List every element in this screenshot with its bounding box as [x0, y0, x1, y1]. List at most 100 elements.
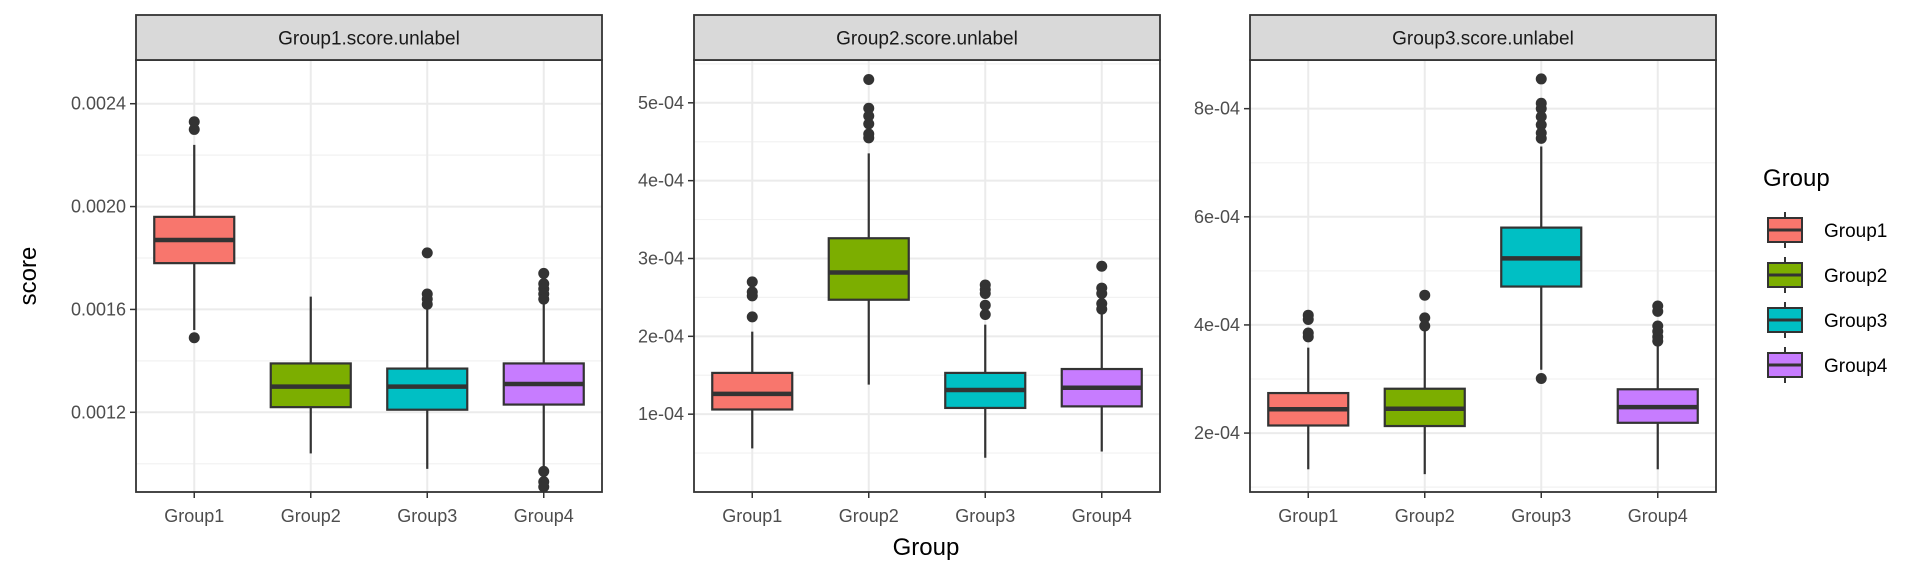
outlier-point	[1302, 331, 1314, 343]
legend-label: Group3	[1824, 311, 1887, 332]
x-tick-label: Group2	[281, 506, 341, 526]
outlier-point	[421, 247, 433, 259]
y-tick-label: 5e-04	[638, 93, 684, 113]
panel-background	[694, 60, 1160, 492]
x-tick-label: Group2	[839, 506, 899, 526]
outlier-point	[1535, 111, 1547, 123]
outlier-point	[1535, 372, 1547, 384]
outlier-point	[1419, 289, 1431, 301]
x-tick-label: Group1	[1278, 506, 1338, 526]
panel-background	[1250, 60, 1716, 492]
facet-panel-2: 1e-04 2e-04 3e-04 4e-04 5e-04 Group1 Group2 Gro…	[638, 14, 1161, 526]
x-tick-label: Group4	[1628, 506, 1688, 526]
y-tick-label: 6e-04	[1194, 207, 1240, 227]
outlier-point	[538, 293, 550, 305]
x-tick-label: Group1	[164, 506, 224, 526]
outlier-point	[1652, 335, 1664, 347]
outlier-point	[1419, 312, 1431, 324]
facet-strip	[135, 14, 603, 61]
y-tick-label: 4e-04	[1194, 315, 1240, 335]
x-tick-label: Group4	[514, 506, 574, 526]
y-tick-label: 1e-04	[638, 404, 684, 424]
y-tick-label: 0.0012	[71, 402, 126, 422]
y-tick-label: 2e-04	[1194, 423, 1240, 443]
box-group3	[1500, 73, 1583, 384]
outlier-point	[188, 116, 200, 128]
y-tick-label: 0.0016	[71, 299, 126, 319]
box-group3	[944, 279, 1027, 458]
box-iqr	[827, 237, 910, 301]
outlier-point	[188, 332, 200, 344]
box-group4	[1616, 300, 1699, 470]
y-tick-label: 0.0024	[71, 94, 126, 114]
outlier-point	[1096, 303, 1108, 315]
legend-label: Group2	[1824, 266, 1887, 287]
facet-strip-title: Group2.score.unlabel	[836, 29, 1018, 50]
x-tick-label: Group3	[955, 506, 1015, 526]
outlier-point	[979, 299, 991, 311]
y-tick-label: 2e-04	[638, 326, 684, 346]
outlier-point	[1302, 314, 1314, 326]
box-iqr	[711, 371, 794, 411]
outlier-point	[1535, 119, 1547, 131]
outlier-point	[863, 132, 875, 144]
outlier-point	[538, 267, 550, 279]
box-group1	[153, 116, 236, 344]
outlier-point	[1535, 73, 1547, 85]
box-group2	[269, 296, 352, 454]
outlier-point	[863, 73, 875, 85]
y-tick-label: 4e-04	[638, 171, 684, 191]
x-tick-label: Group4	[1072, 506, 1132, 526]
box-iqr	[386, 367, 469, 411]
outlier-point	[979, 309, 991, 321]
legend-label: Group1	[1824, 221, 1887, 242]
facet-strip	[1249, 14, 1717, 61]
legend-entry-group1: Group1	[1767, 212, 1887, 248]
facet-strip-title: Group3.score.unlabel	[1392, 29, 1574, 50]
legend-title: Group	[1763, 165, 1830, 192]
outlier-point	[979, 288, 991, 300]
box-group4	[1060, 260, 1143, 452]
y-tick-label: 0.0020	[71, 197, 126, 217]
x-tick-label: Group2	[1395, 506, 1455, 526]
x-tick-label: Group3	[397, 506, 457, 526]
facet-strip-title: Group1.score.unlabel	[278, 29, 460, 50]
outlier-point	[746, 276, 758, 288]
box-group2	[1383, 289, 1466, 475]
outlier-point	[863, 102, 875, 114]
outlier-point	[188, 123, 200, 135]
box-group1	[711, 276, 794, 449]
outlier-point	[863, 110, 875, 122]
outlier-point	[421, 298, 433, 310]
outlier-point	[1096, 288, 1108, 300]
box-group3	[386, 247, 469, 469]
outlier-point	[746, 311, 758, 323]
facet-panels: 0.0012 0.0016 0.0020 0.0024 Group1 Group2 Grou…	[71, 14, 1717, 526]
outlier-point	[538, 481, 550, 493]
legend-label: Group4	[1824, 356, 1888, 377]
outlier-point	[863, 118, 875, 130]
outlier-point	[1652, 305, 1664, 317]
outlier-point	[1096, 260, 1108, 272]
outlier-point	[1535, 103, 1547, 115]
outlier-point	[538, 465, 550, 477]
x-tick-label: Group3	[1511, 506, 1571, 526]
y-tick-label: 8e-04	[1194, 99, 1240, 119]
outlier-point	[1419, 320, 1431, 332]
outlier-point	[746, 290, 758, 302]
y-tick-label: 3e-04	[638, 248, 684, 268]
facet-strip	[693, 14, 1161, 61]
legend-entry-group2: Group2	[1767, 257, 1887, 293]
facet-panel-3: 2e-04 4e-04 6e-04 8e-04 Group1 Group2 Group3 Gr…	[1194, 14, 1717, 526]
legend-entry-group4: Group4	[1767, 347, 1888, 383]
box-group4	[502, 267, 585, 493]
panel-background	[136, 60, 602, 492]
box-group1	[1267, 309, 1350, 470]
outlier-point	[1535, 132, 1547, 144]
x-tick-label: Group1	[722, 506, 782, 526]
legend-entry-group3: Group3	[1767, 302, 1887, 338]
x-axis-title: Group	[893, 534, 960, 561]
legend: Group Group1 Group2 Group3 Group4	[1763, 165, 1888, 383]
box-group2	[827, 73, 910, 385]
